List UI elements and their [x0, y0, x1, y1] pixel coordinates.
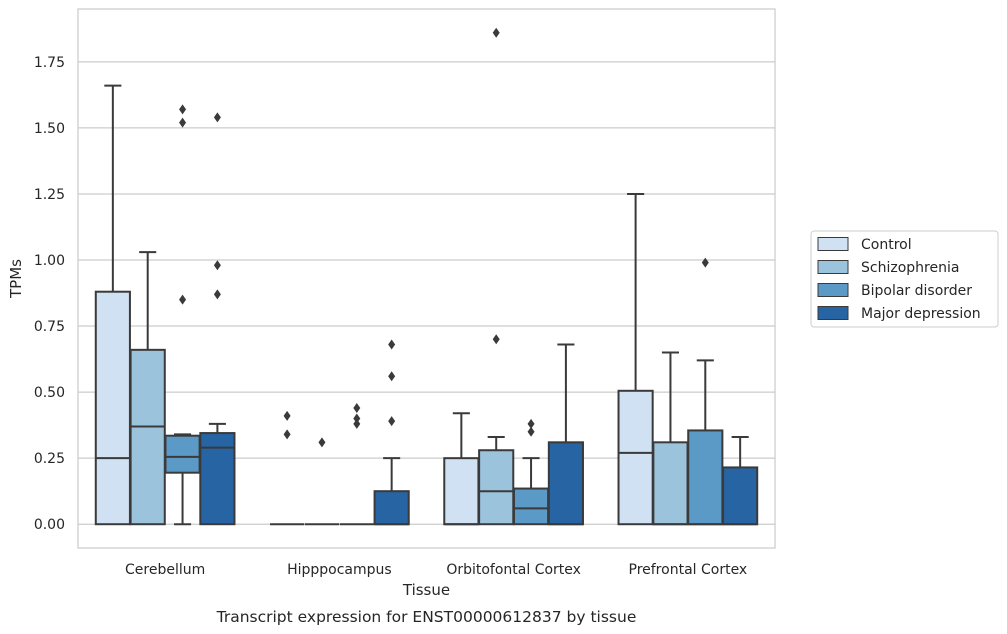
box-body	[652, 441, 689, 526]
outlier-point	[283, 410, 291, 421]
box-plot-marks	[94, 27, 759, 526]
y-tick-label: 0.25	[34, 451, 65, 467]
y-tick-label: 0.00	[34, 517, 65, 533]
plot-area-frame	[77, 8, 776, 549]
box-body	[94, 290, 131, 526]
legend: Control Schizophrenia Bipolar disorder Majo…	[810, 230, 999, 328]
legend-swatch	[817, 237, 849, 251]
box-0-2	[164, 104, 201, 526]
box-body	[617, 389, 654, 526]
outlier-point	[492, 334, 500, 345]
outlier-point	[179, 294, 187, 305]
box-body	[373, 490, 410, 526]
outlier-point	[353, 418, 361, 429]
legend-item: Control	[817, 237, 912, 253]
y-tick-label: 1.75	[34, 55, 65, 71]
y-tick-label: 1.25	[34, 187, 65, 203]
box-1-1	[304, 437, 340, 526]
box-3-2	[687, 257, 724, 526]
outlier-point	[318, 437, 326, 448]
outlier-point	[179, 117, 187, 128]
box-2-3	[547, 343, 584, 526]
legend-frame	[810, 230, 999, 328]
box-3-3	[722, 436, 759, 526]
box-body	[722, 466, 759, 526]
box-1-3	[373, 339, 410, 526]
box-2-2	[512, 418, 550, 526]
outlier-point	[388, 339, 396, 350]
box-0-1	[129, 251, 166, 526]
x-tick-labels: Cerebellum Hipppocampus Orbitofontal Corte…	[125, 562, 747, 578]
box-body	[129, 348, 166, 526]
outlier-point	[527, 426, 535, 437]
legend-label: Schizophrenia	[861, 260, 959, 276]
y-axis-title: TPMs	[7, 259, 25, 299]
y-tick-label: 1.00	[34, 253, 65, 269]
legend-label: Major depression	[861, 306, 981, 322]
box-body	[687, 429, 724, 526]
outlier-point	[388, 371, 396, 382]
outlier-point	[353, 402, 361, 413]
box-2-0	[443, 412, 480, 526]
x-tick-label: Prefrontal Cortex	[629, 562, 748, 578]
outlier-point	[283, 429, 291, 440]
box-body	[512, 487, 550, 526]
box-3-0	[617, 192, 654, 526]
y-tick-labels: 0.00 0.25 0.50 0.75 1.00 1.25 1.50 1.75	[34, 55, 65, 533]
y-tick-label: 1.50	[34, 121, 65, 137]
box-body	[443, 457, 480, 526]
outlier-point	[388, 416, 396, 427]
outlier-point	[213, 112, 221, 123]
x-tick-label: Cerebellum	[125, 562, 205, 578]
y-tick-label: 0.75	[34, 319, 65, 335]
x-axis-title: Tissue	[402, 581, 450, 599]
x-tick-label: Orbitofontal Cortex	[446, 562, 581, 578]
legend-label: Bipolar disorder	[861, 283, 972, 299]
box-1-0	[270, 410, 305, 526]
box-0-0	[94, 84, 131, 526]
legend-item: Schizophrenia	[817, 260, 959, 276]
box-1-2	[339, 402, 374, 526]
outlier-point	[527, 418, 535, 429]
legend-item: Major depression	[817, 306, 981, 322]
chart-caption: Transcript expression for ENST0000061283…	[216, 608, 637, 626]
box-body	[478, 449, 515, 526]
outlier-point	[353, 413, 361, 424]
legend-swatch	[817, 283, 849, 297]
outlier-point	[701, 257, 709, 268]
outlier-point	[179, 104, 187, 115]
box-0-3	[199, 112, 236, 526]
outlier-point	[213, 260, 221, 271]
legend-swatch	[817, 260, 849, 274]
outlier-point	[213, 289, 221, 300]
box-body	[164, 434, 201, 474]
box-body	[547, 441, 584, 526]
y-tick-label: 0.50	[34, 385, 65, 401]
box-3-1	[652, 351, 689, 526]
outlier-point	[492, 27, 500, 38]
legend-item: Bipolar disorder	[817, 283, 972, 299]
legend-label: Control	[861, 237, 912, 253]
box-2-1	[478, 27, 515, 526]
x-tick-label: Hipppocampus	[287, 562, 392, 578]
legend-swatch	[817, 306, 849, 320]
